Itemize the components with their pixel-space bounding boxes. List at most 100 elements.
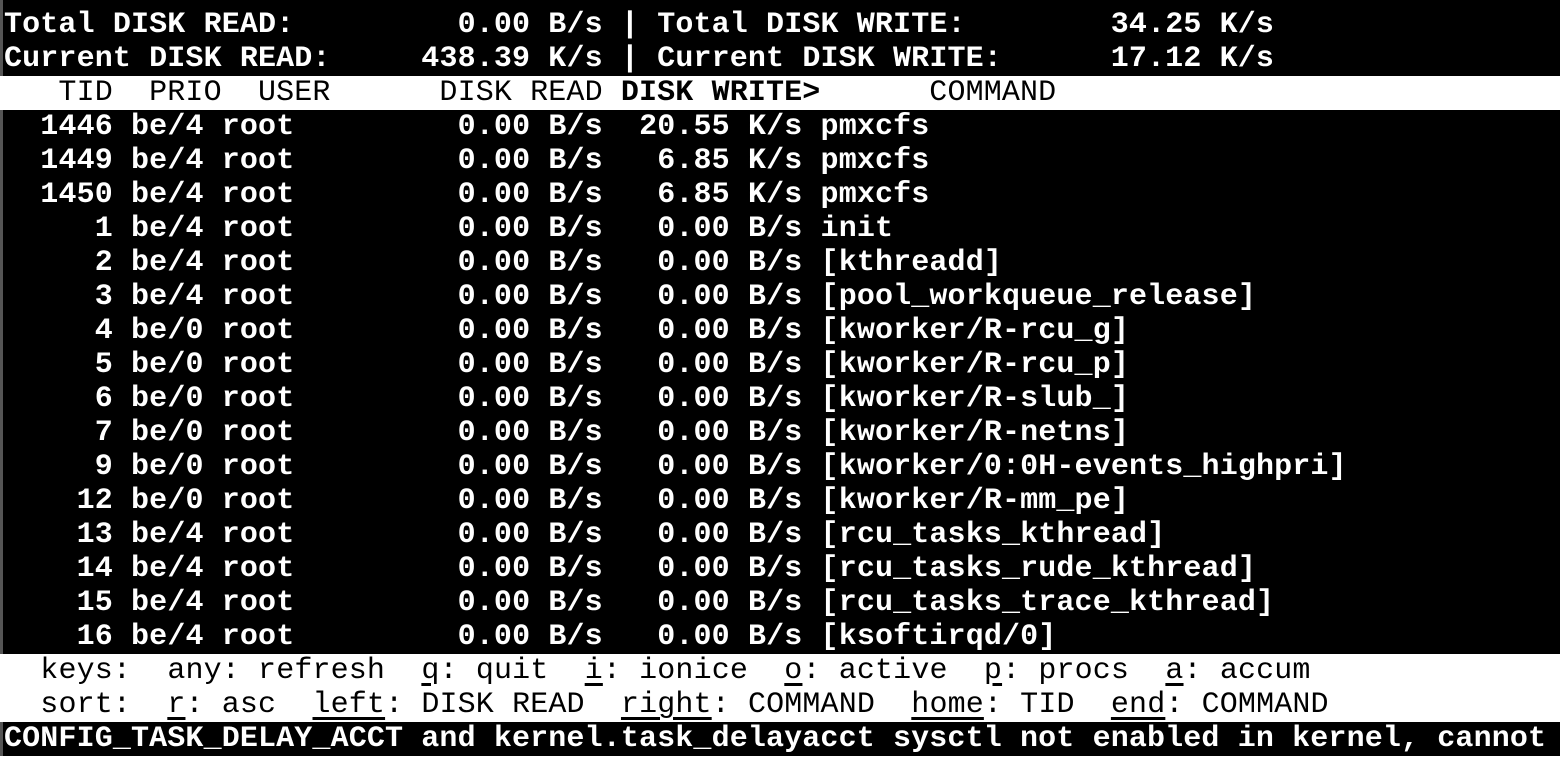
hotkey-action: quit — [475, 654, 549, 688]
cell-user: root — [221, 348, 295, 382]
cell-command: [kworker/R-rcu_p] — [820, 348, 1129, 382]
cell-disk-write: 0.00 B/s — [657, 552, 803, 586]
summary-right-value: 17.12 K/s — [1110, 42, 1275, 76]
hotkey-action: ionice — [639, 654, 748, 688]
cell-tid: 5 — [94, 348, 113, 382]
cell-disk-write: 0.00 B/s — [657, 382, 803, 416]
hotkey-any: any — [167, 654, 222, 688]
cell-command: [rcu_tasks_kthread] — [820, 518, 1166, 552]
cell-disk-write: 0.00 B/s — [657, 586, 803, 620]
process-row: 9 be/0 root 0.00 B/s 0.00 B/s [kworker/0… — [0, 450, 1560, 484]
cell-tid: 7 — [94, 416, 113, 450]
cell-disk-read: 0.00 B/s — [457, 552, 603, 586]
cell-disk-write: 0.00 B/s — [657, 246, 803, 280]
hotkey-end: end — [1110, 688, 1166, 722]
hotkey-o: o — [784, 654, 803, 688]
cell-disk-write: 6.85 K/s — [657, 178, 803, 212]
cell-disk-write: 0.00 B/s — [657, 416, 803, 450]
cell-disk-read: 0.00 B/s — [457, 450, 603, 484]
cell-disk-read: 0.00 B/s — [457, 110, 603, 144]
hotkey-a: a — [1165, 654, 1184, 688]
cell-command: [kworker/R-rcu_g] — [820, 314, 1129, 348]
process-row: 3 be/4 root 0.00 B/s 0.00 B/s [pool_work… — [0, 280, 1560, 314]
cell-prio: be/4 — [131, 212, 204, 246]
cell-command: [kthreadd] — [820, 246, 1002, 280]
cell-disk-write: 6.85 K/s — [657, 144, 803, 178]
cell-tid: 6 — [94, 382, 113, 416]
hotkey-r: r — [167, 688, 186, 722]
cell-prio: be/4 — [131, 178, 204, 212]
summary-right-label: Current DISK WRITE: — [657, 42, 1002, 76]
process-row: 1449 be/4 root 0.00 B/s 6.85 K/s pmxcfs — [0, 144, 1560, 178]
summary-line: Current DISK READ: 438.39 K/s | Current … — [4, 42, 1275, 76]
process-row: 14 be/4 root 0.00 B/s 0.00 B/s [rcu_task… — [0, 552, 1560, 586]
cell-command: [kworker/R-slub_] — [820, 382, 1129, 416]
cell-prio: be/4 — [131, 246, 204, 280]
cell-tid: 14 — [76, 552, 113, 586]
process-row: 2 be/4 root 0.00 B/s 0.00 B/s [kthreadd] — [0, 246, 1560, 280]
header-columns-left: TID PRIO USER DISK READ — [4, 76, 621, 110]
process-row: 1 be/4 root 0.00 B/s 0.00 B/s init — [0, 212, 1560, 246]
cell-tid: 1446 — [40, 110, 113, 144]
cell-disk-write: 20.55 K/s — [639, 110, 803, 144]
hotkey-action: COMMAND — [747, 688, 875, 722]
cell-disk-read: 0.00 B/s — [457, 178, 603, 212]
cell-disk-read: 0.00 B/s — [457, 416, 603, 450]
cell-prio: be/0 — [131, 314, 204, 348]
hotkey-home: home — [911, 688, 984, 722]
cell-user: root — [221, 178, 295, 212]
cell-disk-write: 0.00 B/s — [657, 450, 803, 484]
cell-tid: 1449 — [40, 144, 113, 178]
cell-user: root — [221, 416, 295, 450]
cell-user: root — [221, 110, 295, 144]
help-keys-line: keys: any: refresh q: quit i: ionice o: … — [0, 654, 1560, 688]
cell-user: root — [221, 212, 295, 246]
status-message: CONFIG_TASK_DELAY_ACCT and kernel.task_d… — [4, 722, 1547, 756]
process-row: 6 be/0 root 0.00 B/s 0.00 B/s [kworker/R… — [0, 382, 1560, 416]
cell-command: [kworker/R-mm_pe] — [820, 484, 1129, 518]
cell-user: root — [221, 314, 295, 348]
summary-left-label: Total DISK READ: — [4, 8, 295, 42]
hotkey-p: p — [983, 654, 1003, 688]
help-keys-line-label: keys: — [40, 654, 132, 688]
summary-left-label: Current DISK READ: — [4, 42, 331, 76]
hotkey-i: i — [584, 654, 603, 688]
table-header-row: TID PRIO USER DISK READ DISK WRITE> COMM… — [0, 76, 1560, 110]
cell-disk-write: 0.00 B/s — [657, 314, 803, 348]
cell-disk-read: 0.00 B/s — [457, 280, 603, 314]
terminal-bottom-strip — [0, 756, 1560, 760]
process-row: 15 be/4 root 0.00 B/s 0.00 B/s [rcu_task… — [0, 586, 1560, 620]
cell-command: [pool_workqueue_release] — [820, 280, 1256, 314]
cell-prio: be/4 — [131, 552, 204, 586]
hotkey-action: COMMAND — [1201, 688, 1329, 722]
summary-right-value: 34.25 K/s — [1110, 8, 1275, 42]
cell-command: [kworker/0:0H-events_highpri] — [820, 450, 1347, 484]
cell-disk-read: 0.00 B/s — [457, 586, 603, 620]
summary-line: Total DISK READ: 0.00 B/s | Total DISK W… — [4, 8, 1275, 42]
cell-prio: be/4 — [131, 586, 204, 620]
hotkey-right: right — [620, 688, 712, 722]
cell-disk-write: 0.00 B/s — [657, 348, 803, 382]
cell-tid: 12 — [76, 484, 113, 518]
cell-user: root — [221, 144, 295, 178]
cell-user: root — [221, 552, 295, 586]
cell-prio: be/4 — [131, 620, 204, 654]
summary-left-value: 0.00 B/s — [457, 8, 603, 42]
cell-user: root — [221, 586, 295, 620]
cell-command: [ksoftirqd/0] — [820, 620, 1057, 654]
cell-user: root — [221, 620, 295, 654]
hotkey-action: refresh — [258, 654, 386, 688]
terminal-left-border — [0, 0, 3, 760]
cell-command: init — [820, 212, 894, 246]
cell-tid: 1 — [94, 212, 113, 246]
cell-command: [kworker/R-netns] — [820, 416, 1129, 450]
cell-prio: be/0 — [131, 416, 204, 450]
cell-user: root — [221, 280, 295, 314]
cell-disk-read: 0.00 B/s — [457, 144, 603, 178]
cell-command: pmxcfs — [820, 178, 930, 212]
cell-prio: be/4 — [131, 280, 204, 314]
process-row: 5 be/0 root 0.00 B/s 0.00 B/s [kworker/R… — [0, 348, 1560, 382]
cell-prio: be/4 — [131, 518, 204, 552]
hotkey-action: accum — [1219, 654, 1311, 688]
